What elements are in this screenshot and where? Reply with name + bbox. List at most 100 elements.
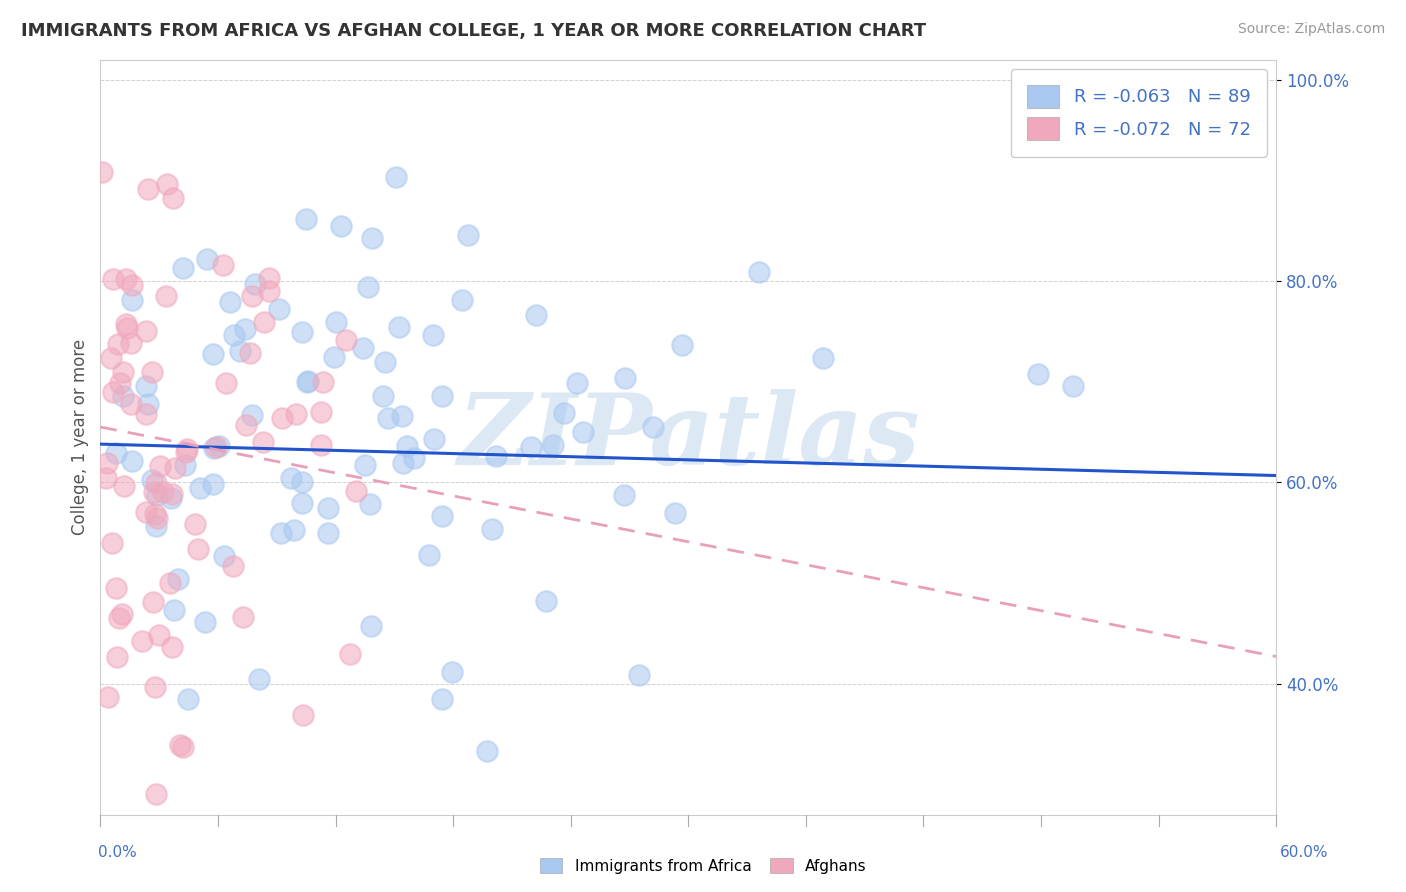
Point [112,479,135,493]
Point [172,739,194,754]
Point [811,351,834,365]
Point [440,665,463,680]
Point [325,315,347,329]
Point [519,440,541,454]
Point [541,438,564,452]
Point [526,309,548,323]
Y-axis label: College, 1 year or more: College, 1 year or more [72,339,89,535]
Point [201,347,224,361]
Point [166,572,188,586]
Text: ZIPatlas: ZIPatlas [457,389,920,485]
Point [163,603,186,617]
Point [391,409,413,424]
Point [145,510,167,524]
Point [100,351,122,365]
Point [121,278,143,293]
Point [149,458,172,473]
Point [360,619,382,633]
Point [201,476,224,491]
Point [195,252,218,267]
Point [430,389,453,403]
Point [377,411,399,425]
Point [177,692,200,706]
Point [627,668,650,682]
Point [121,293,143,307]
Point [430,509,453,524]
Point [291,708,314,723]
Point [330,219,353,233]
Point [145,488,167,502]
Point [572,425,595,440]
Point [233,322,256,336]
Point [385,170,408,185]
Point [291,326,314,340]
Point [245,277,267,292]
Point [257,271,280,285]
Point [418,548,440,562]
Point [1026,368,1049,382]
Point [294,211,316,226]
Point [169,738,191,752]
Point [323,351,346,365]
Point [430,692,453,706]
Point [291,475,314,490]
Point [91,164,114,178]
Point [184,517,207,532]
Point [267,302,290,317]
Point [211,258,233,272]
Point [271,410,294,425]
Point [174,445,197,459]
Point [235,417,257,432]
Point [613,488,636,502]
Point [174,458,197,473]
Point [135,407,157,421]
Point [270,526,292,541]
Point [283,523,305,537]
Point [120,397,142,411]
Point [477,744,499,758]
Point [614,370,637,384]
Point [481,522,503,536]
Point [252,315,274,329]
Legend: R = -0.063   N = 89, R = -0.072   N = 72: R = -0.063 N = 89, R = -0.072 N = 72 [1011,69,1267,157]
Point [152,485,174,500]
Point [96,471,118,485]
Point [344,484,367,499]
Point [138,397,160,411]
Point [360,230,382,244]
Point [359,497,381,511]
Point [107,337,129,351]
Legend: Immigrants from Africa, Afghans: Immigrants from Africa, Afghans [533,852,873,880]
Point [145,681,167,695]
Point [316,525,339,540]
Point [148,628,170,642]
Point [115,317,138,331]
Point [103,272,125,286]
Point [291,496,314,510]
Point [165,461,187,475]
Point [285,408,308,422]
Point [664,506,686,520]
Point [111,607,134,621]
Point [105,581,128,595]
Text: 60.0%: 60.0% [1281,845,1329,860]
Point [136,182,159,196]
Point [219,295,242,310]
Point [115,272,138,286]
Point [188,481,211,495]
Point [159,576,181,591]
Point [142,595,165,609]
Point [143,485,166,500]
Point [388,320,411,334]
Point [194,615,217,630]
Point [1062,378,1084,392]
Point [202,441,225,455]
Point [141,365,163,379]
Point [176,442,198,457]
Point [155,289,177,303]
Point [121,454,143,468]
Point [353,458,375,472]
Point [96,457,118,471]
Point [145,519,167,533]
Point [105,650,128,665]
